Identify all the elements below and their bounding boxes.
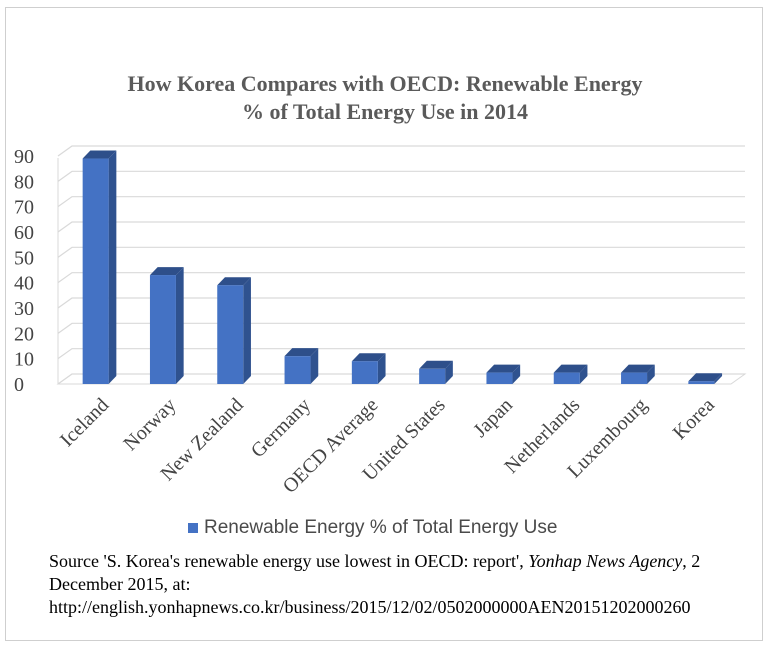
y-tick-label: 80 (14, 171, 34, 193)
bar-front (688, 381, 715, 384)
bar-side (108, 150, 117, 384)
gridline (57, 221, 745, 233)
y-tick-label: 0 (14, 374, 24, 396)
y-axis: 0 10 20 30 40 50 60 70 80 90 (14, 146, 34, 396)
source-suffix: , 2 December 2015, at: (49, 551, 701, 594)
gridline (57, 297, 745, 309)
bar-top (621, 364, 655, 373)
bar-front (486, 372, 513, 384)
bar (688, 373, 723, 384)
x-tick-label: Iceland (56, 394, 113, 451)
y-tick-label: 50 (14, 247, 34, 269)
chart-title-line-1: How Korea Compares with OECD: Renewable … (127, 71, 643, 96)
y-tick-label: 60 (14, 222, 34, 244)
x-tick-label: Norway (119, 394, 180, 455)
gridline (57, 196, 745, 208)
bar (621, 364, 655, 384)
chart-title-line-2: % of Total Energy Use in 2014 (241, 99, 529, 124)
bar-top (486, 364, 521, 373)
x-tick-label: Germany (247, 394, 315, 462)
bar-side (377, 353, 386, 384)
x-tick-label: Japan (469, 394, 517, 442)
bar (82, 150, 117, 384)
bar-front (621, 372, 648, 384)
bar-top (688, 373, 723, 382)
chart-frame (5, 7, 763, 641)
bar-front (284, 356, 311, 384)
bar-front (82, 158, 109, 384)
bar-top (419, 360, 453, 369)
gridline (57, 348, 745, 360)
bar-top (217, 277, 251, 286)
bar-side (445, 360, 453, 384)
bar-top (553, 364, 588, 373)
bar (149, 267, 184, 384)
gridline (57, 246, 745, 258)
gridline (57, 145, 745, 157)
bar (351, 353, 386, 384)
bar-front (351, 361, 378, 384)
bar (419, 360, 453, 384)
source-publication: Yonhap News Agency (528, 551, 683, 571)
legend-label: Renewable Energy % of Total Energy Use (204, 517, 558, 538)
x-tick-label: Korea (669, 394, 719, 444)
bar-top (149, 267, 184, 276)
bars (82, 150, 723, 384)
bar-side (310, 348, 319, 384)
y-tick-label: 30 (14, 298, 34, 320)
y-tick-label: 10 (14, 349, 34, 371)
bar-side (579, 364, 588, 384)
gridline (57, 373, 745, 385)
y-tick-label: 70 (14, 197, 34, 219)
y-tick-label: 20 (14, 323, 34, 345)
bar-top (351, 353, 386, 362)
bar-front (149, 275, 176, 384)
source-prefix: Source 'S. Korea's renewable energy use … (49, 551, 529, 571)
bar (553, 364, 588, 384)
bar-side (175, 267, 184, 384)
y-tick-label: 40 (14, 273, 34, 295)
y-tick-label: 90 (14, 146, 34, 168)
bar (486, 364, 521, 384)
bar-side (647, 364, 655, 384)
bar-top (284, 348, 319, 357)
bar-top (82, 150, 117, 159)
bar (284, 348, 319, 384)
legend-swatch (188, 523, 198, 533)
chart-title: How Korea Compares with OECD: Renewable … (0, 70, 770, 126)
bar (217, 277, 251, 384)
bar-front (553, 372, 580, 384)
gridline (57, 322, 745, 334)
bar-side (512, 364, 521, 384)
legend: Renewable Energy % of Total Energy Use (188, 517, 557, 539)
source-url: http://english.yonhapnews.co.kr/business… (49, 597, 691, 617)
bar-side (243, 277, 251, 384)
gridline (57, 272, 745, 284)
bar-side (714, 373, 723, 384)
bar-front (217, 285, 244, 384)
gridline (57, 170, 745, 182)
source-citation: Source 'S. Korea's renewable energy use … (49, 550, 759, 619)
bar-front (419, 368, 446, 384)
